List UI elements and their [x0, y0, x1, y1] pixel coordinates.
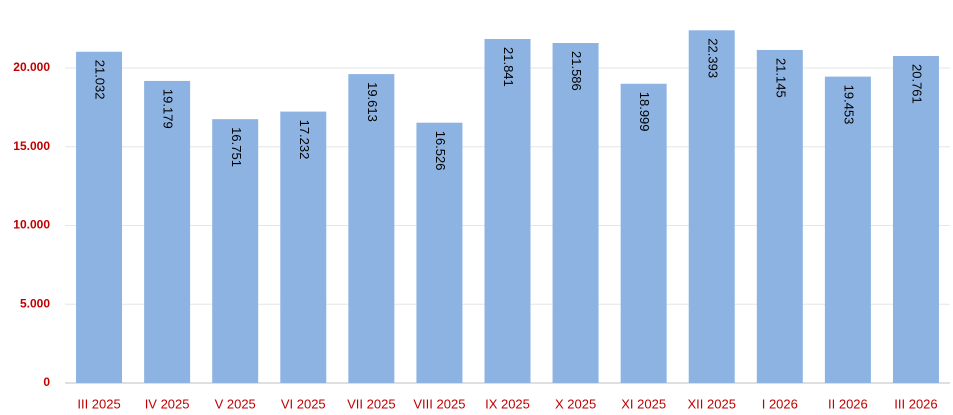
- value-label: 21.841: [501, 47, 516, 87]
- y-tick-label: 5.000: [20, 296, 50, 310]
- bar: [144, 80, 191, 383]
- x-tick-label: I 2026: [762, 396, 798, 411]
- bar: [756, 49, 803, 384]
- bar: [484, 39, 531, 384]
- value-label: 16.526: [433, 131, 448, 171]
- x-tick-label: IX 2025: [485, 396, 530, 411]
- x-tick-label: X 2025: [555, 396, 596, 411]
- bar: [552, 43, 599, 383]
- x-tick-label: V 2025: [215, 396, 256, 411]
- value-label: 21.145: [773, 58, 788, 98]
- x-tick-label: VIII 2025: [413, 396, 465, 411]
- value-label: 19.179: [161, 89, 176, 129]
- value-label: 18.999: [637, 92, 652, 132]
- y-tick-label: 15.000: [13, 139, 50, 153]
- bar: [76, 51, 123, 383]
- x-tick-label: XII 2025: [688, 396, 736, 411]
- bar: [620, 83, 667, 383]
- bar: [688, 30, 735, 384]
- x-tick-label: II 2026: [828, 396, 868, 411]
- x-tick-label: VII 2025: [347, 396, 395, 411]
- bar: [892, 56, 939, 383]
- y-tick-label: 20.000: [13, 60, 50, 74]
- value-label: 19.613: [365, 82, 380, 122]
- bar: [212, 119, 259, 383]
- bar: [824, 76, 871, 384]
- value-label: 19.453: [841, 85, 856, 125]
- x-tick-label: III 2025: [77, 396, 120, 411]
- x-tick-label: XI 2025: [621, 396, 666, 411]
- value-label: 22.393: [705, 38, 720, 78]
- value-label: 17.232: [297, 120, 312, 160]
- bar: [280, 111, 327, 383]
- bar: [348, 74, 395, 384]
- x-tick-label: VI 2025: [281, 396, 326, 411]
- x-tick-label: IV 2025: [145, 396, 190, 411]
- bar: [416, 122, 463, 383]
- x-tick-label: III 2026: [894, 396, 937, 411]
- y-tick-label: 0: [43, 375, 50, 389]
- value-label: 20.761: [910, 64, 925, 104]
- value-label: 16.751: [229, 127, 244, 167]
- value-label: 21.032: [93, 60, 108, 100]
- value-label: 21.586: [569, 51, 584, 91]
- y-tick-label: 10.000: [13, 218, 50, 232]
